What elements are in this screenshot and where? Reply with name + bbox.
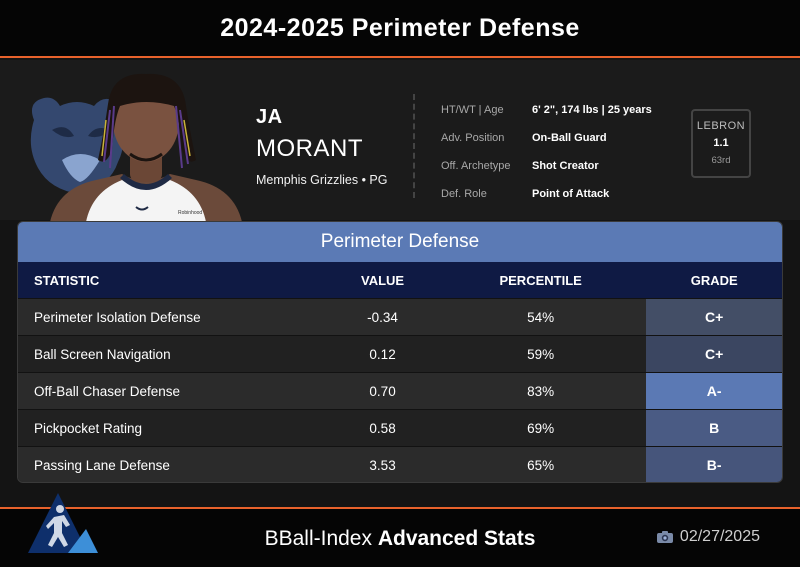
column-header-percentile: PERCENTILE [499, 272, 582, 288]
stats-table: Perimeter Defense STATISTIC VALUE PERCEN… [17, 221, 783, 483]
header-bar: 2024-2025 Perimeter Defense [0, 0, 800, 58]
player-last-name: MORANT [256, 135, 363, 162]
date-text: 02/27/2025 [679, 528, 760, 545]
info-row-def-role: Def. Role Point of Attack [441, 180, 681, 208]
date-display: 02/27/2025 [656, 528, 760, 546]
page-title: 2024-2025 Perimeter Defense [220, 13, 580, 42]
info-label: HT/WT | Age [441, 104, 504, 116]
cell-percentile: 59% [527, 346, 555, 362]
cell-percentile: 65% [527, 457, 555, 473]
table-row: Passing Lane Defense 3.53 65% B- [18, 446, 782, 482]
brand-bold: Advanced Stats [377, 527, 536, 550]
column-header-grade: GRADE [690, 272, 738, 288]
cell-grade: B [646, 410, 782, 446]
cell-percentile: 69% [527, 420, 555, 436]
cell-value: 3.53 [369, 457, 396, 473]
bball-index-logo-icon [28, 493, 98, 553]
table-header-row: STATISTIC VALUE PERCENTILE GRADE [18, 262, 782, 298]
info-value: Shot Creator [532, 160, 599, 172]
cell-value: 0.58 [369, 420, 396, 436]
info-value: Point of Attack [532, 188, 610, 200]
player-headshot: Robinhood [50, 73, 242, 222]
brand-text: BBall-Index Advanced Stats [0, 527, 800, 551]
cell-value: 0.70 [369, 383, 396, 399]
cell-value: -0.34 [367, 309, 398, 325]
player-info-list: HT/WT | Age 6' 2", 174 lbs | 25 years Ad… [441, 96, 681, 208]
column-header-value: VALUE [361, 272, 405, 288]
table-title: Perimeter Defense [18, 222, 782, 262]
info-row-position: Adv. Position On-Ball Guard [441, 124, 681, 152]
cell-statistic: Passing Lane Defense [34, 457, 170, 473]
lebron-value: 1.1 [713, 137, 729, 149]
cell-value: 0.12 [369, 346, 396, 362]
cell-statistic: Perimeter Isolation Defense [34, 309, 201, 325]
info-label: Adv. Position [441, 132, 505, 144]
column-header-statistic: STATISTIC [34, 272, 100, 288]
info-label: Def. Role [441, 188, 487, 200]
cell-percentile: 54% [527, 309, 555, 325]
cell-grade: C+ [646, 299, 782, 335]
cell-statistic: Ball Screen Navigation [34, 346, 171, 362]
lebron-rank: 63rd [711, 155, 731, 166]
player-name-block: JA MORANT Memphis Grizzlies • PG [256, 106, 387, 187]
player-team-position: Memphis Grizzlies • PG [256, 173, 388, 187]
table-row: Pickpocket Rating 0.58 69% B [18, 409, 782, 446]
table-row: Perimeter Isolation Defense -0.34 54% C+ [18, 298, 782, 335]
lebron-badge: LEBRON 1.1 63rd [691, 109, 751, 178]
table-row: Ball Screen Navigation 0.12 59% C+ [18, 335, 782, 372]
footer-bar: BBall-Index Advanced Stats 02/27/2025 [0, 493, 800, 567]
brand-prefix: BBall-Index [264, 527, 372, 550]
cell-statistic: Off-Ball Chaser Defense [34, 383, 181, 399]
jersey-sponsor-text: Robinhood [178, 210, 202, 216]
info-row-archetype: Off. Archetype Shot Creator [441, 152, 681, 180]
info-value: On-Ball Guard [532, 132, 607, 144]
cell-grade: C+ [646, 336, 782, 372]
player-card: Robinhood JA MORANT Memphis Grizzlies • … [0, 60, 800, 222]
cell-statistic: Pickpocket Rating [34, 420, 143, 436]
player-first-name: JA [256, 106, 283, 128]
info-row-height-weight: HT/WT | Age 6' 2", 174 lbs | 25 years [441, 96, 681, 124]
cell-percentile: 83% [527, 383, 555, 399]
cell-grade: B- [646, 447, 782, 482]
cell-grade: A- [646, 373, 782, 409]
info-divider [413, 94, 415, 198]
info-label: Off. Archetype [441, 160, 511, 172]
camera-icon [656, 531, 673, 543]
grizzlies-logo-icon [30, 97, 123, 194]
lebron-label: LEBRON [696, 120, 746, 132]
table-row: Off-Ball Chaser Defense 0.70 83% A- [18, 372, 782, 409]
info-value: 6' 2", 174 lbs | 25 years [532, 104, 652, 116]
